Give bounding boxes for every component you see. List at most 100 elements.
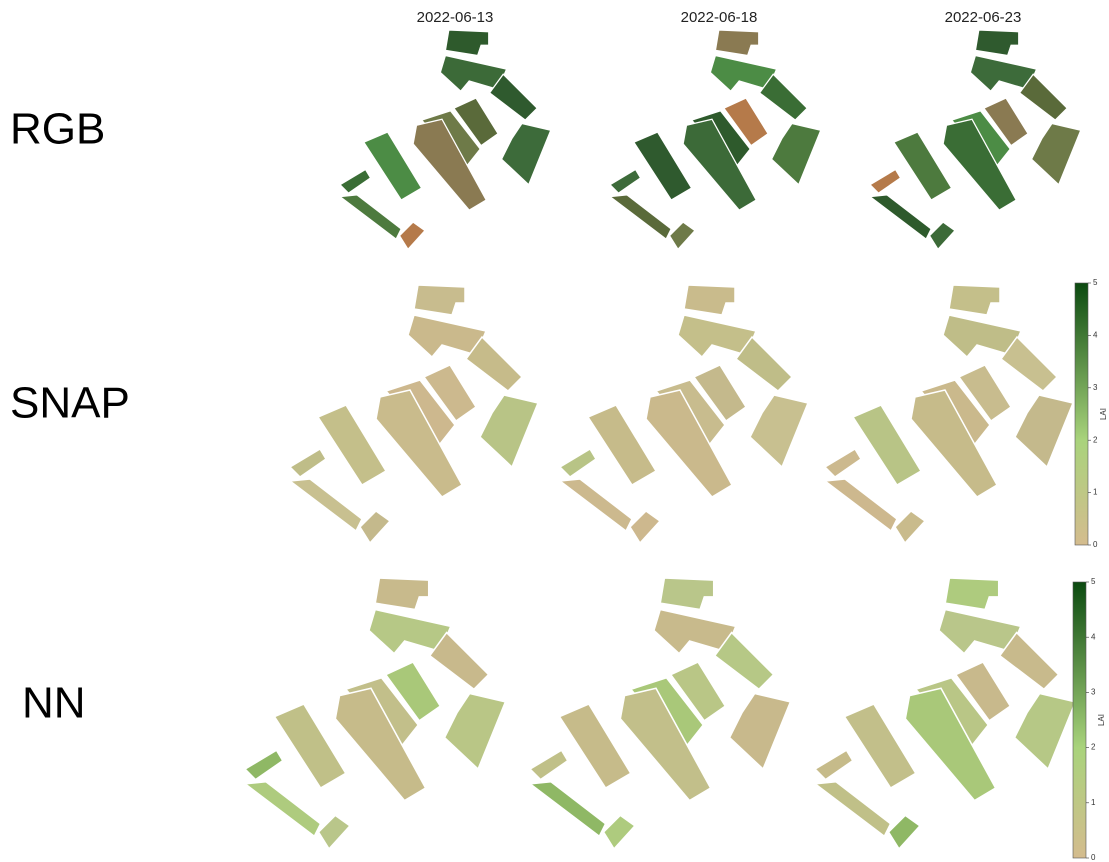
field-parcel bbox=[558, 447, 598, 478]
colorbar-tick-label: 1 bbox=[1093, 488, 1098, 497]
field-parcel bbox=[359, 510, 392, 545]
field-map bbox=[868, 29, 1082, 251]
row-label: RGB bbox=[10, 105, 105, 154]
field-parcel bbox=[728, 692, 792, 771]
field-parcel bbox=[413, 284, 466, 316]
colorbar-tick-label: 2 bbox=[1093, 435, 1098, 444]
field-map bbox=[823, 284, 1075, 545]
field-parcel bbox=[316, 404, 388, 487]
field-parcel bbox=[668, 221, 696, 251]
field-parcel bbox=[892, 131, 953, 201]
field-parcel bbox=[288, 447, 328, 478]
column-label: 2022-06-13 bbox=[417, 9, 494, 26]
field-parcel bbox=[1030, 122, 1082, 186]
row-label: SNAP bbox=[10, 379, 130, 428]
field-parcel bbox=[243, 749, 284, 781]
field-parcel bbox=[488, 73, 539, 121]
field-parcel bbox=[444, 29, 490, 57]
field-parcel bbox=[338, 194, 403, 241]
field-parcel bbox=[602, 814, 637, 851]
field-parcel bbox=[558, 703, 632, 790]
field-parcel bbox=[714, 29, 760, 57]
field-parcel bbox=[682, 118, 758, 212]
field-map bbox=[527, 577, 792, 851]
field-parcel bbox=[645, 389, 734, 498]
field-parcel bbox=[734, 335, 794, 392]
field-parcel bbox=[464, 335, 524, 392]
field-parcel bbox=[439, 54, 508, 93]
field-parcel bbox=[938, 608, 1022, 655]
colorbar bbox=[1072, 581, 1087, 859]
colorbar-tick-label: 3 bbox=[1091, 688, 1096, 697]
field-map bbox=[558, 284, 810, 545]
field-parcel bbox=[398, 221, 426, 251]
field-parcel bbox=[999, 335, 1059, 392]
field-parcel bbox=[407, 314, 488, 359]
field-parcel bbox=[412, 118, 488, 212]
field-parcel bbox=[629, 510, 662, 545]
colorbar-tick-label: 0 bbox=[1093, 540, 1098, 549]
field-parcel bbox=[374, 577, 430, 611]
column-label: 2022-06-23 bbox=[945, 9, 1022, 26]
field-parcel bbox=[659, 577, 715, 611]
field-parcel bbox=[334, 687, 427, 802]
field-parcel bbox=[904, 687, 997, 802]
field-parcel bbox=[1014, 394, 1075, 469]
field-map bbox=[608, 29, 822, 251]
field-parcel bbox=[969, 54, 1038, 93]
field-parcel bbox=[288, 478, 363, 533]
field-parcel bbox=[851, 404, 923, 487]
colorbar-tick-label: 1 bbox=[1091, 798, 1096, 807]
field-parcel bbox=[452, 97, 499, 147]
field-parcel bbox=[974, 29, 1020, 57]
field-parcel bbox=[868, 168, 902, 195]
field-parcel bbox=[500, 122, 552, 186]
field-parcel bbox=[586, 404, 658, 487]
field-parcel bbox=[910, 389, 999, 498]
field-parcel bbox=[928, 221, 956, 251]
field-parcel bbox=[713, 631, 775, 691]
field-parcel bbox=[982, 97, 1029, 147]
field-parcel bbox=[709, 54, 778, 93]
colorbar-tick-label: 3 bbox=[1093, 383, 1098, 392]
field-map bbox=[288, 284, 540, 545]
field-parcel bbox=[887, 814, 922, 851]
field-parcel bbox=[813, 749, 854, 781]
colorbar-label: LAI bbox=[1097, 714, 1106, 726]
field-parcel bbox=[683, 284, 736, 316]
field-parcel bbox=[1013, 692, 1077, 771]
colorbar-tick-label: 4 bbox=[1093, 331, 1098, 340]
field-parcel bbox=[669, 660, 727, 722]
colorbar-label: LAI bbox=[1099, 408, 1108, 420]
field-parcel bbox=[375, 389, 464, 498]
field-parcel bbox=[843, 703, 917, 790]
field-parcel bbox=[812, 780, 892, 838]
field-parcel bbox=[479, 394, 540, 469]
colorbar-tick-label: 0 bbox=[1091, 853, 1096, 862]
field-parcel bbox=[632, 131, 693, 201]
field-parcel bbox=[758, 73, 809, 121]
field-parcel bbox=[998, 631, 1060, 691]
field-map bbox=[338, 29, 552, 251]
field-parcel bbox=[894, 510, 927, 545]
field-parcel bbox=[653, 608, 737, 655]
field-parcel bbox=[528, 749, 569, 781]
field-map bbox=[812, 577, 1077, 851]
column-label: 2022-06-18 bbox=[681, 9, 758, 26]
field-parcel bbox=[954, 660, 1012, 722]
field-parcel bbox=[384, 660, 442, 722]
field-parcel bbox=[558, 478, 633, 533]
field-parcel bbox=[608, 168, 642, 195]
field-parcel bbox=[749, 394, 810, 469]
field-parcel bbox=[362, 131, 423, 201]
panels bbox=[242, 29, 1082, 851]
field-parcel bbox=[428, 631, 490, 691]
colorbar-tick-label: 4 bbox=[1091, 632, 1096, 641]
colorbar-tick-label: 5 bbox=[1091, 577, 1096, 586]
field-parcel bbox=[608, 194, 673, 241]
field-parcel bbox=[957, 364, 1013, 423]
field-parcel bbox=[677, 314, 758, 359]
field-parcel bbox=[317, 814, 352, 851]
colorbar-tick-label: 5 bbox=[1093, 278, 1098, 287]
